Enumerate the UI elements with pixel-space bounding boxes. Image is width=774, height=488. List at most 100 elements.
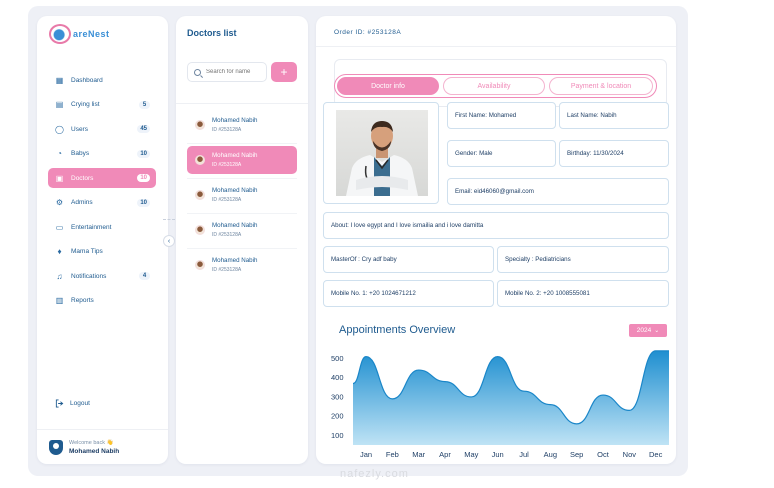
sidebar-item-count: 5 bbox=[139, 100, 150, 109]
sidebar-item-label: Dashboard bbox=[71, 76, 103, 84]
tab-bar: Doctor info Availability Payment & locat… bbox=[334, 74, 657, 98]
sidebar-item-label: Users bbox=[71, 125, 88, 133]
order-id: Order ID: #253128A bbox=[334, 29, 402, 36]
y-tick-label: 200 bbox=[331, 412, 344, 421]
briefcase-icon: ▣ bbox=[55, 173, 64, 183]
logout-icon bbox=[55, 399, 64, 408]
sidebar-item-admins[interactable]: ⚙ Admins 10 bbox=[48, 193, 156, 213]
report-icon: ▥ bbox=[55, 296, 64, 305]
sidebar-item-notifications[interactable]: ♫ Notifications 4 bbox=[48, 266, 156, 286]
sidebar-item-mama-tips[interactable]: ♦ Mama Tips bbox=[48, 242, 156, 262]
gender-field: Gender: Male bbox=[447, 140, 556, 167]
tab-availability[interactable]: Availability bbox=[443, 77, 545, 95]
logout-label: Logout bbox=[70, 400, 90, 407]
avatar bbox=[195, 190, 205, 200]
sidebar-item-label: Notifications bbox=[71, 272, 107, 280]
doctor-name: Mohamed Nabih bbox=[212, 222, 258, 229]
x-tick-label: Apr bbox=[439, 450, 451, 459]
doctor-name: Mohamed Nabih bbox=[212, 187, 258, 194]
x-tick-label: May bbox=[464, 450, 478, 459]
sidebar-item-reports[interactable]: ▥ Reports bbox=[48, 291, 156, 311]
doctor-id: ID #253128A bbox=[212, 197, 242, 203]
x-tick-label: Jun bbox=[492, 450, 504, 459]
year-select[interactable]: 2024 ⌄ bbox=[629, 324, 667, 337]
first-name-field: First Name: Mohamed bbox=[447, 102, 556, 129]
doctor-list-item[interactable]: Mohamed Nabih ID #253128A bbox=[187, 251, 297, 279]
sidebar-item-label: Babys bbox=[71, 150, 90, 157]
about-field: About: I love egypt and I love ismailia … bbox=[323, 212, 669, 239]
tab-doctor-info[interactable]: Doctor info bbox=[337, 77, 439, 95]
appointments-line bbox=[352, 350, 669, 425]
sidebar-item-crying-list[interactable]: ▤ Crying list 5 bbox=[48, 95, 156, 115]
specialty-field: Specialty : Pediatricians bbox=[497, 246, 669, 273]
sidebar-item-count: 4 bbox=[139, 272, 150, 280]
search-icon bbox=[194, 68, 201, 76]
y-tick-label: 400 bbox=[331, 373, 344, 382]
doctor-id: ID #253128A bbox=[212, 127, 242, 133]
list-separator bbox=[187, 248, 297, 249]
mobile-2-field: Mobile No. 2: +20 1008555081 bbox=[497, 280, 669, 307]
app-logo[interactable]: areNest bbox=[49, 23, 110, 45]
chart-title: Appointments Overview bbox=[339, 324, 456, 336]
search-box[interactable] bbox=[187, 62, 267, 82]
sidebar-item-doctors[interactable]: ▣ Doctors 10 bbox=[48, 168, 156, 188]
x-tick-label: Dec bbox=[649, 450, 663, 459]
logout-button[interactable]: Logout bbox=[55, 399, 90, 408]
x-tick-label: Oct bbox=[597, 450, 610, 459]
sidebar-divider bbox=[37, 429, 168, 430]
avatar bbox=[195, 225, 205, 235]
search-input[interactable] bbox=[206, 69, 264, 75]
logo-icon bbox=[49, 24, 71, 44]
appointments-area bbox=[353, 350, 669, 445]
bell-icon: ♫ bbox=[56, 271, 63, 281]
sidebar-item-label: Crying list bbox=[71, 101, 100, 108]
collapse-guide bbox=[163, 219, 175, 221]
tips-icon: ♦ bbox=[57, 247, 62, 256]
doctor-id: ID #253128A bbox=[212, 162, 242, 168]
doctor-photo-frame bbox=[323, 102, 439, 204]
list-separator bbox=[187, 213, 297, 214]
sidebar-item-dashboard[interactable]: ▦ Dashboard bbox=[48, 70, 156, 90]
email-field: Email: eid46060@gmail.com bbox=[447, 178, 669, 205]
mobile-1-field: Mobile No. 1: +20 1024671212 bbox=[323, 280, 494, 307]
last-name-field: Last Name: Nabih bbox=[559, 102, 669, 129]
y-tick-label: 100 bbox=[331, 431, 344, 440]
sidebar-item-label: Admins bbox=[71, 199, 93, 206]
doctor-details-panel: Order ID: #253128A Doctor info Availabil… bbox=[316, 16, 676, 464]
x-tick-label: Sep bbox=[570, 450, 583, 459]
sidebar-item-label: Entertainment bbox=[71, 223, 112, 231]
welcome-text: Welcome back 👋 bbox=[69, 440, 114, 446]
sidebar-item-entertainment[interactable]: ▭ Entertainment bbox=[48, 217, 156, 237]
doctor-list-item[interactable]: Mohamed Nabih ID #253128A bbox=[187, 181, 297, 209]
collapse-sidebar-button[interactable]: ‹ bbox=[163, 235, 175, 247]
doctor-photo bbox=[336, 110, 428, 196]
doctor-list-item[interactable]: Mohamed Nabih ID #253128A bbox=[187, 111, 297, 139]
doctor-name: Mohamed Nabih bbox=[212, 152, 258, 159]
list-separator bbox=[187, 178, 297, 179]
avatar bbox=[195, 260, 205, 270]
x-tick-label: Jul bbox=[519, 450, 529, 459]
user-profile[interactable]: Welcome back 👋 Mohamed Nabih bbox=[49, 440, 119, 455]
tab-payment-location[interactable]: Payment & location bbox=[549, 77, 653, 95]
doctor-list-item[interactable]: Mohamed Nabih ID #253128A bbox=[187, 146, 297, 174]
film-icon: ▭ bbox=[55, 222, 64, 232]
add-doctor-button[interactable]: + bbox=[271, 62, 297, 82]
sidebar-item-babys[interactable]: ◔ Babys 10 bbox=[48, 144, 156, 164]
sidebar-item-users[interactable]: ◯ Users 45 bbox=[48, 119, 156, 139]
doctor-id: ID #253128A bbox=[212, 232, 242, 238]
chevron-down-icon: ⌄ bbox=[654, 328, 660, 334]
doctor-list-item[interactable]: Mohamed Nabih ID #253128A bbox=[187, 216, 297, 244]
gear-icon: ⚙ bbox=[55, 198, 64, 207]
y-tick-label: 300 bbox=[331, 392, 344, 401]
baby-icon: ◔ bbox=[57, 149, 62, 158]
x-tick-label: Aug bbox=[544, 450, 557, 459]
sidebar: areNest ▦ Dashboard ▤ Crying list 5 ◯ Users 45 ◔… bbox=[37, 16, 168, 464]
chevron-left-icon: ‹ bbox=[167, 237, 171, 245]
logo-text: areNest bbox=[73, 29, 110, 39]
details-divider bbox=[316, 46, 676, 47]
list-separator bbox=[187, 143, 297, 144]
doctor-name: Mohamed Nabih bbox=[212, 117, 258, 124]
birthday-field: Birthday: 11/30/2024 bbox=[559, 140, 669, 167]
y-tick-label: 500 bbox=[331, 354, 344, 363]
